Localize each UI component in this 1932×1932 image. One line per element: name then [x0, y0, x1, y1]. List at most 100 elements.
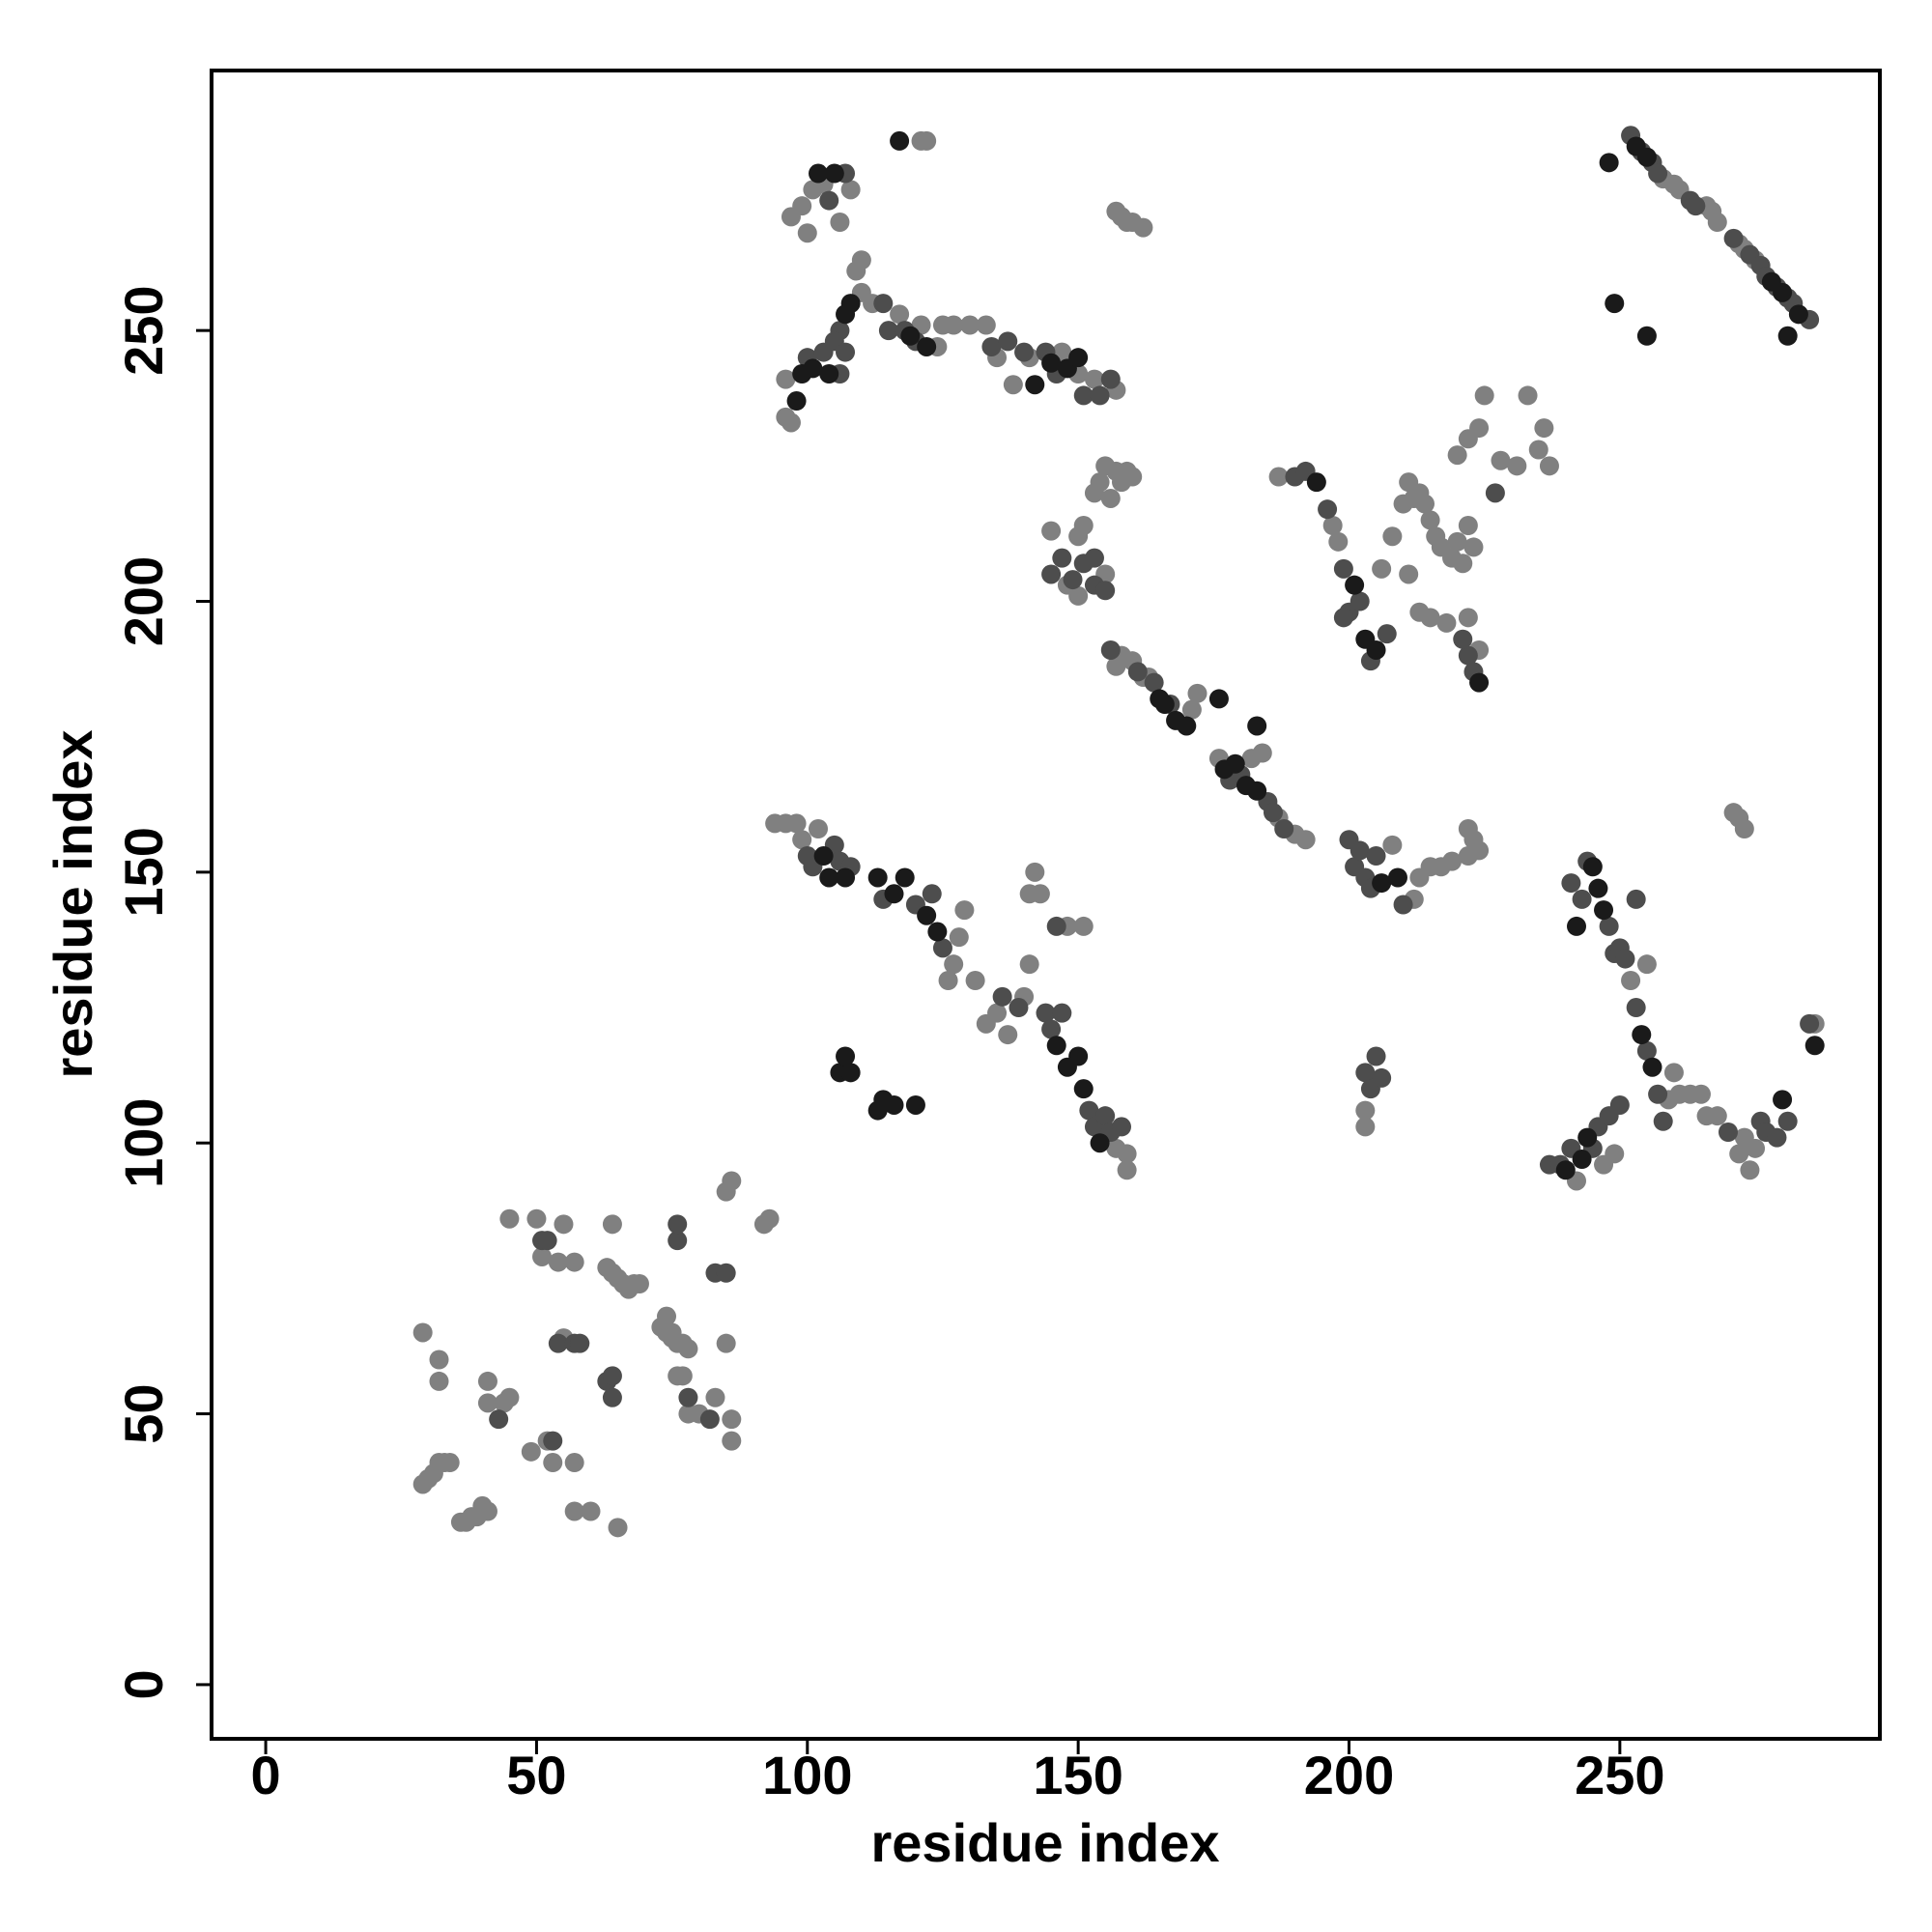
point — [900, 326, 921, 346]
point — [1463, 537, 1484, 557]
point — [1122, 467, 1143, 487]
point — [917, 905, 937, 925]
point — [477, 1371, 497, 1391]
point — [1767, 1127, 1787, 1148]
point — [1063, 570, 1083, 590]
y-axis-title: residue index — [43, 729, 103, 1078]
point — [1690, 1084, 1711, 1104]
point — [1626, 998, 1646, 1018]
point — [819, 190, 839, 211]
point — [672, 1366, 693, 1386]
point — [1100, 369, 1121, 389]
point — [1420, 608, 1440, 628]
point — [602, 1366, 622, 1386]
point — [1372, 558, 1392, 579]
point — [1555, 1160, 1576, 1180]
point — [499, 1208, 520, 1229]
point — [1567, 916, 1586, 936]
point — [705, 1387, 725, 1407]
point — [786, 813, 807, 834]
point — [813, 846, 834, 867]
point — [1561, 873, 1581, 894]
point — [1707, 213, 1727, 232]
point — [1653, 1111, 1673, 1131]
point — [840, 180, 861, 200]
point — [564, 1501, 584, 1521]
point — [917, 336, 937, 356]
point — [1740, 1160, 1760, 1180]
point — [1052, 1003, 1072, 1023]
point — [716, 1263, 736, 1283]
point — [1686, 196, 1706, 216]
point — [836, 342, 856, 362]
point — [1577, 1127, 1598, 1148]
y-tick-label: 0 — [113, 1669, 174, 1699]
point — [890, 130, 910, 151]
point — [1773, 1090, 1793, 1110]
point — [1366, 639, 1386, 660]
point — [1719, 1122, 1738, 1142]
point — [1030, 884, 1050, 904]
point — [570, 1333, 590, 1353]
point — [867, 867, 888, 888]
point — [1095, 581, 1116, 601]
point — [1144, 672, 1164, 693]
point — [1322, 516, 1343, 535]
point — [1642, 1057, 1662, 1077]
point — [1372, 873, 1392, 894]
point — [722, 1409, 742, 1430]
point — [1355, 1117, 1376, 1137]
x-tick-label: 250 — [1575, 1745, 1664, 1805]
point — [1582, 857, 1603, 877]
point — [1447, 445, 1467, 466]
point — [1734, 819, 1754, 838]
point — [1507, 456, 1527, 476]
point — [1073, 1079, 1094, 1099]
point — [429, 1350, 449, 1370]
point — [1626, 889, 1646, 909]
point — [786, 391, 807, 412]
point — [809, 163, 828, 184]
point — [987, 1003, 1008, 1023]
point — [1073, 385, 1094, 406]
point — [1777, 326, 1798, 346]
point — [548, 1333, 568, 1353]
point — [830, 213, 850, 232]
point — [792, 196, 812, 216]
point — [543, 1431, 563, 1451]
point — [564, 1453, 584, 1473]
point — [1052, 548, 1072, 568]
point — [1112, 1117, 1131, 1137]
point — [1225, 753, 1245, 774]
point — [1621, 971, 1641, 990]
point — [1333, 608, 1353, 628]
point — [1605, 294, 1625, 314]
point — [944, 315, 964, 335]
x-tick-label: 0 — [250, 1745, 280, 1805]
point — [477, 1501, 497, 1521]
point — [998, 331, 1018, 352]
point — [1469, 840, 1490, 861]
point — [1469, 418, 1490, 439]
point — [954, 900, 975, 921]
point — [824, 163, 844, 184]
point — [1068, 526, 1089, 547]
point — [819, 867, 839, 888]
point — [759, 1208, 780, 1229]
plot-frame — [210, 69, 1882, 1741]
point — [1350, 840, 1370, 861]
point — [1707, 1106, 1727, 1126]
point — [1247, 716, 1267, 736]
point — [1041, 564, 1062, 584]
point — [1663, 1063, 1684, 1083]
point — [1009, 998, 1029, 1018]
point — [1777, 1111, 1798, 1131]
x-tick-label: 150 — [1033, 1745, 1122, 1805]
point — [1723, 228, 1744, 248]
point — [662, 1322, 682, 1343]
point — [1372, 1067, 1392, 1088]
point — [809, 819, 828, 838]
point — [1539, 456, 1559, 476]
point — [1788, 304, 1808, 325]
point — [1355, 1100, 1376, 1121]
